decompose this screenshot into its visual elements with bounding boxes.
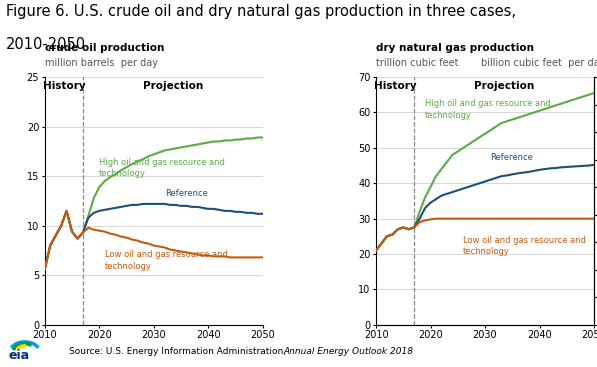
Text: High oil and gas resource and
technology: High oil and gas resource and technology: [99, 158, 225, 178]
Text: Reference: Reference: [491, 153, 533, 162]
Text: History: History: [374, 81, 417, 91]
Text: 2010-2050: 2010-2050: [6, 37, 86, 52]
Text: Source: U.S. Energy Information Administration,: Source: U.S. Energy Information Administ…: [69, 347, 288, 356]
Text: High oil and gas resource and
technology: High oil and gas resource and technology: [425, 99, 551, 120]
Text: Low oil and gas resource and
technology: Low oil and gas resource and technology: [104, 250, 227, 270]
Text: History: History: [42, 81, 85, 91]
Text: Projection: Projection: [143, 81, 203, 91]
Text: billion cubic feet  per day: billion cubic feet per day: [481, 58, 597, 68]
Text: Reference: Reference: [165, 189, 208, 198]
Text: dry natural gas production: dry natural gas production: [376, 43, 534, 53]
Text: Projection: Projection: [474, 81, 534, 91]
Text: million barrels  per day: million barrels per day: [45, 58, 158, 68]
Text: crude oil production: crude oil production: [45, 43, 164, 53]
Text: Figure 6. U.S. crude oil and dry natural gas production in three cases,: Figure 6. U.S. crude oil and dry natural…: [6, 4, 516, 19]
Text: eia: eia: [8, 349, 29, 362]
Text: Annual Energy Outlook 2018: Annual Energy Outlook 2018: [284, 347, 414, 356]
Text: trillion cubic feet: trillion cubic feet: [376, 58, 458, 68]
Text: Low oil and gas resource and
technology: Low oil and gas resource and technology: [463, 236, 586, 257]
